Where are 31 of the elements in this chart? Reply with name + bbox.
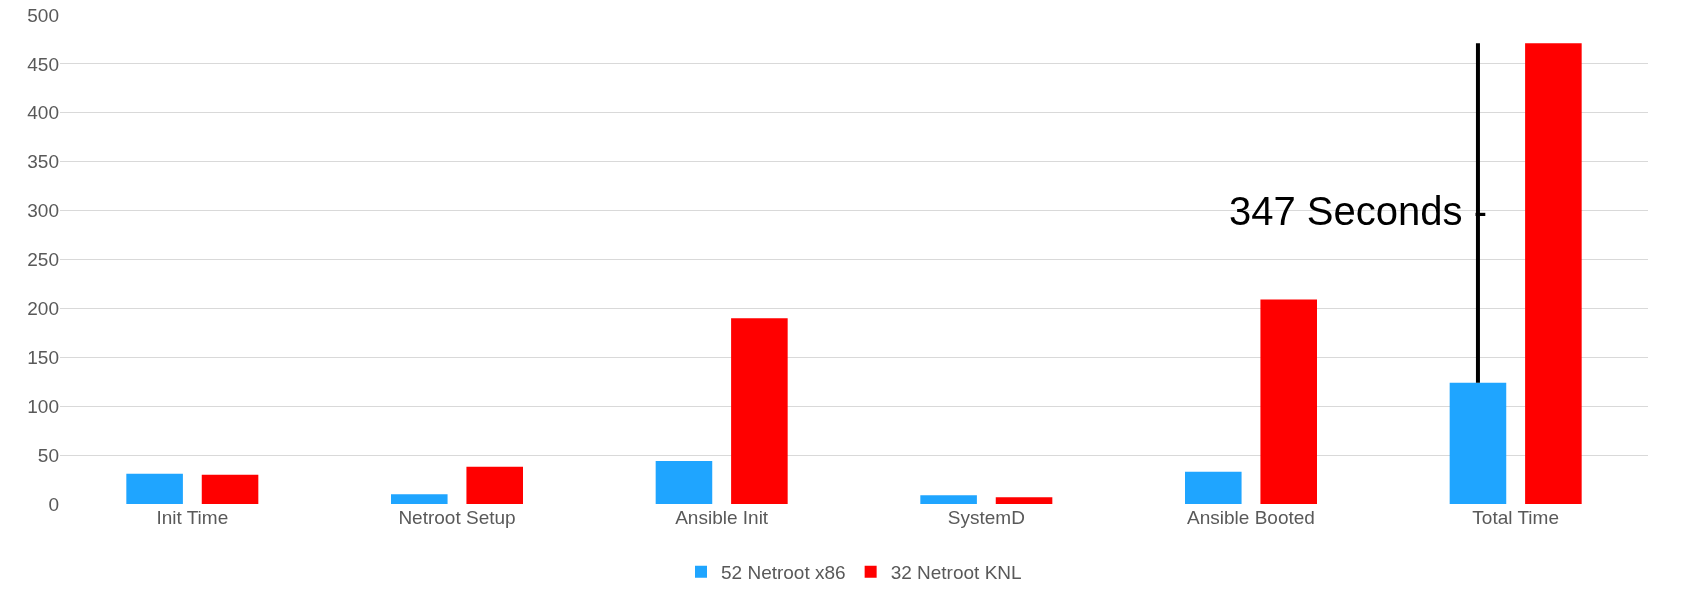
bar xyxy=(126,473,183,504)
legend-label: 32 Netroot KNL xyxy=(890,562,1022,584)
x-tick-label: SystemD xyxy=(947,507,1025,528)
y-tick-label: 250 xyxy=(27,249,59,271)
x-tick-label: Total Time xyxy=(1472,507,1559,528)
x-tick-label: Ansible Init xyxy=(675,507,769,528)
bar xyxy=(391,494,448,504)
legend-label: 52 Netroot x86 xyxy=(721,562,846,584)
bar xyxy=(1185,471,1242,504)
bar xyxy=(1449,382,1507,504)
bar xyxy=(1260,299,1317,504)
x-tick-label: Init Time xyxy=(156,507,229,528)
y-tick-label: 300 xyxy=(27,200,59,222)
bar xyxy=(731,318,788,504)
x-tick-label: Ansible Booted xyxy=(1187,507,1315,528)
bar xyxy=(1525,43,1582,504)
bar xyxy=(655,460,713,504)
y-tick-label: 200 xyxy=(27,298,59,320)
bar xyxy=(920,495,977,504)
x-tick-label: Netroot Setup xyxy=(398,507,516,528)
bar xyxy=(466,466,523,504)
y-tick-label: 500 xyxy=(27,4,59,26)
y-tick-label: 400 xyxy=(27,102,59,124)
y-tick-label: 450 xyxy=(27,53,59,75)
y-tick-label: 100 xyxy=(27,395,59,417)
y-tick-label: 0 xyxy=(48,493,59,515)
y-tick-label: 150 xyxy=(27,346,59,368)
y-tick-label: 50 xyxy=(37,444,59,466)
bar xyxy=(995,497,1053,504)
y-tick-label: 350 xyxy=(27,151,59,173)
bar xyxy=(201,474,259,504)
